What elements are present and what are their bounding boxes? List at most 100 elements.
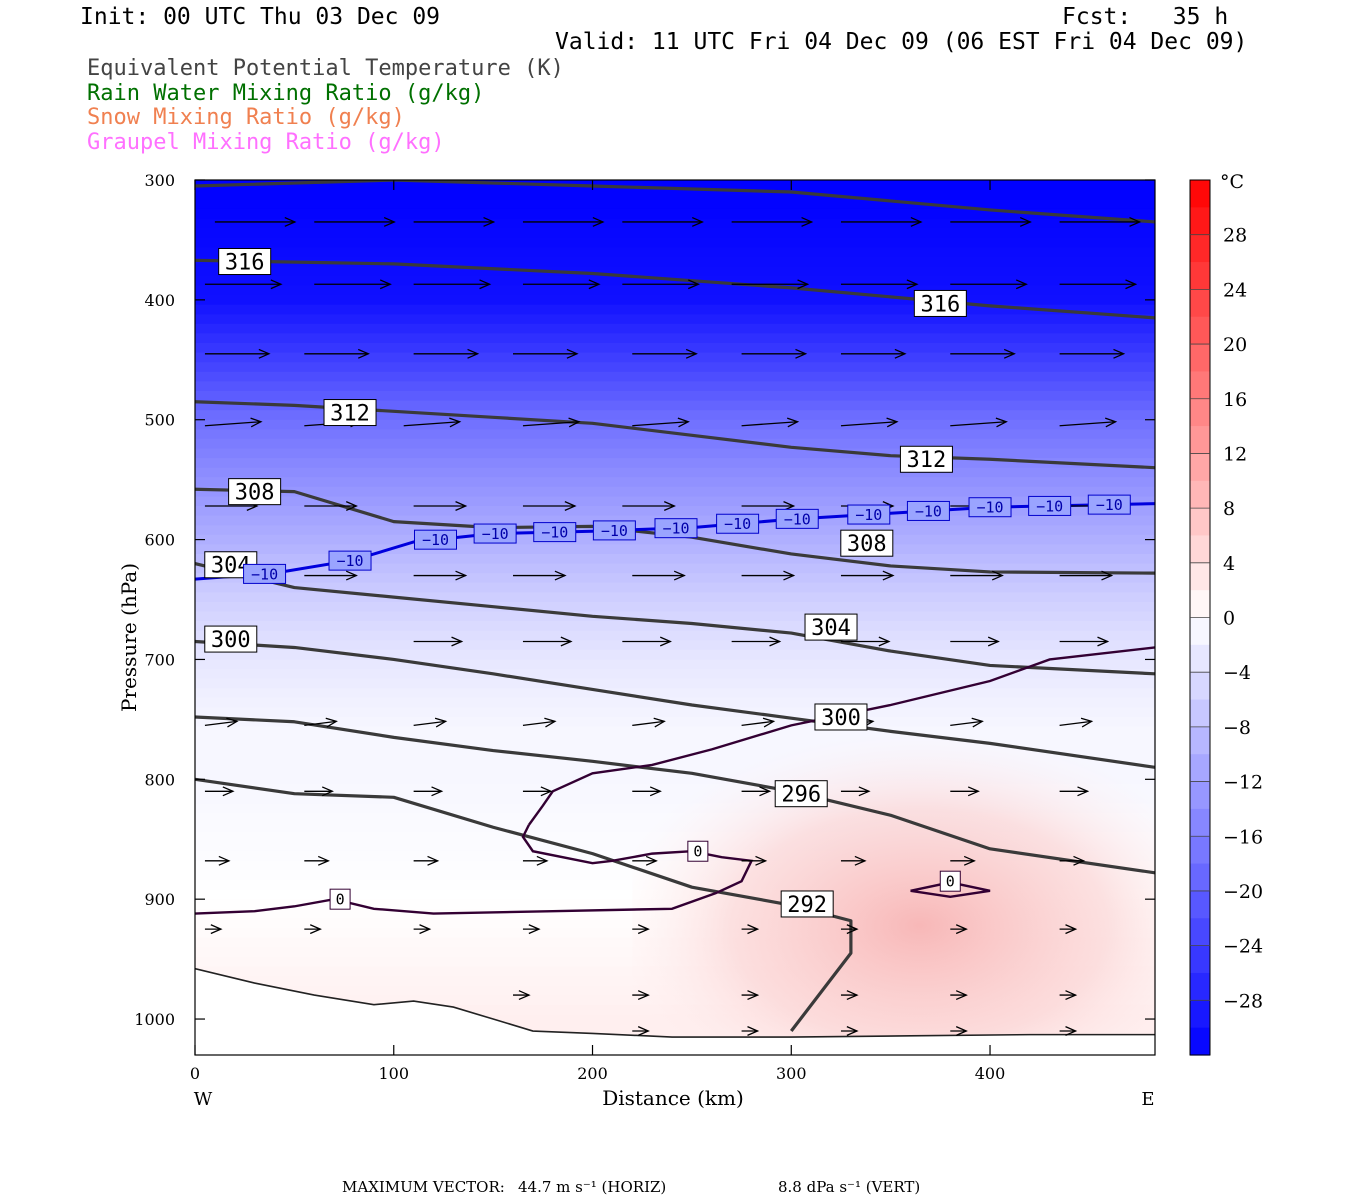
isotherm-minus10-label: −10 (482, 525, 509, 543)
wind-vector (522, 417, 581, 428)
temperature-band (195, 659, 1155, 671)
wind-vector (413, 501, 468, 511)
isotherm-minus10-label: −10 (1096, 496, 1123, 514)
isotherm-minus10-label: −10 (724, 515, 751, 533)
temperature-band (195, 419, 1155, 431)
colorbar-tick-label: 24 (1223, 279, 1247, 301)
wind-vector (522, 216, 605, 227)
colorbar-segment (1190, 617, 1210, 646)
temperature-band (195, 477, 1155, 488)
wind-vector (1059, 786, 1090, 797)
theta-e-label-296: 296 (781, 783, 821, 808)
below-ground-mask (195, 968, 1155, 1055)
temperature-band (195, 256, 1155, 268)
theta-e-label-312-box (899, 445, 953, 473)
temperature-band (195, 343, 1155, 354)
wind-vector (741, 990, 760, 1001)
colorbar-segment (1190, 1027, 1210, 1056)
theta-e-contour-300 (195, 639, 1155, 769)
colorbar-segment (1190, 590, 1210, 619)
temperature-band (195, 448, 1155, 460)
colorbar-segment (1190, 781, 1210, 810)
isotherm-zero-closed (910, 881, 991, 898)
colorbar-segment (1190, 726, 1210, 755)
colorbar-tick-label: 12 (1223, 443, 1247, 465)
isotherm-zero-label-box (939, 870, 961, 892)
y-tick-label: 700 (144, 650, 175, 669)
colorbar-segment (1190, 371, 1210, 400)
wind-vector (1059, 924, 1078, 935)
wind-vector (1059, 990, 1078, 1001)
wind-vector (522, 786, 553, 797)
wind-vector (632, 570, 686, 581)
temperature-band (195, 400, 1155, 412)
wind-vector (522, 717, 557, 728)
wind-vector (413, 636, 464, 647)
temperature-band (195, 323, 1155, 335)
wind-vector (632, 924, 650, 935)
temperature-band (195, 649, 1155, 661)
isotherm-minus10-label-box (243, 563, 287, 584)
wind-vector (840, 348, 907, 359)
wind-vector (950, 924, 968, 935)
wind-vector (741, 348, 808, 359)
colorbar-segment (1190, 699, 1210, 728)
theta-e-label-312: 312 (907, 448, 947, 473)
temperature-band (195, 669, 1155, 680)
isotherm-minus10-label: −10 (784, 510, 811, 528)
colorbar-segment (1190, 207, 1210, 236)
wind-vector (731, 636, 782, 647)
theta-e-contour-316 (195, 258, 1155, 320)
max-vector-vert: 8.8 dPa s⁻¹ (VERT) (778, 1178, 921, 1196)
temperature-band (195, 237, 1155, 249)
temperature-band (195, 640, 1155, 651)
y-axis-label: Pressure (hPa) (117, 563, 141, 712)
wind-vector (950, 855, 976, 866)
theta-e-label-308: 308 (847, 532, 887, 557)
theta-e-label-316: 316 (920, 292, 960, 317)
colorbar-segment (1190, 672, 1210, 701)
wind-vector (1059, 348, 1126, 359)
theta-e-label-300-box (204, 625, 258, 653)
theta-e-label-304: 304 (811, 616, 851, 641)
temperature-band (195, 199, 1155, 210)
wind-vector (522, 501, 577, 511)
x-tick-label: 300 (776, 1064, 807, 1083)
temperature-band (195, 496, 1155, 508)
wind-vector (632, 348, 698, 359)
temperature-band (195, 534, 1155, 546)
temperature-band (195, 371, 1155, 383)
wind-vector (632, 417, 690, 428)
wind-vector (413, 717, 448, 728)
colorbar-segment (1190, 863, 1210, 892)
wind-vector (840, 279, 919, 290)
temperature-band (195, 352, 1155, 364)
colorbar-segment (1190, 918, 1210, 947)
wind-vector (950, 786, 980, 797)
colorbar-tick-label: 0 (1223, 608, 1235, 630)
wind-vector (403, 417, 462, 428)
temperature-band (195, 295, 1155, 306)
wind-vector (840, 417, 899, 428)
wind-vector (304, 924, 322, 935)
init-time: Init: 00 UTC Thu 03 Dec 09 (80, 4, 441, 30)
temperature-band (195, 275, 1155, 287)
colorbar-tick-label: 28 (1223, 225, 1247, 247)
wind-vector (741, 717, 776, 728)
wind-vector (840, 924, 859, 935)
colorbar-segment (1190, 754, 1210, 783)
temperature-band (195, 189, 1155, 201)
isotherm-zero-label: 0 (336, 891, 345, 909)
legend-graupel: Graupel Mixing Ratio (g/kg) (87, 130, 445, 155)
wind-vector (840, 636, 891, 647)
theta-e-label-300: 300 (821, 706, 861, 731)
x-end-label-west: W (194, 1089, 213, 1110)
wind-vector (522, 855, 549, 866)
isotherm-minus10-label-box (968, 497, 1012, 518)
y-tick-label: 300 (144, 171, 175, 190)
colorbar-unit: °C (1220, 171, 1244, 193)
colorbar-segment (1190, 398, 1210, 427)
isotherm-minus10-label: −10 (662, 520, 689, 538)
temperature-band (195, 707, 1155, 718)
wind-vector (1059, 279, 1138, 290)
